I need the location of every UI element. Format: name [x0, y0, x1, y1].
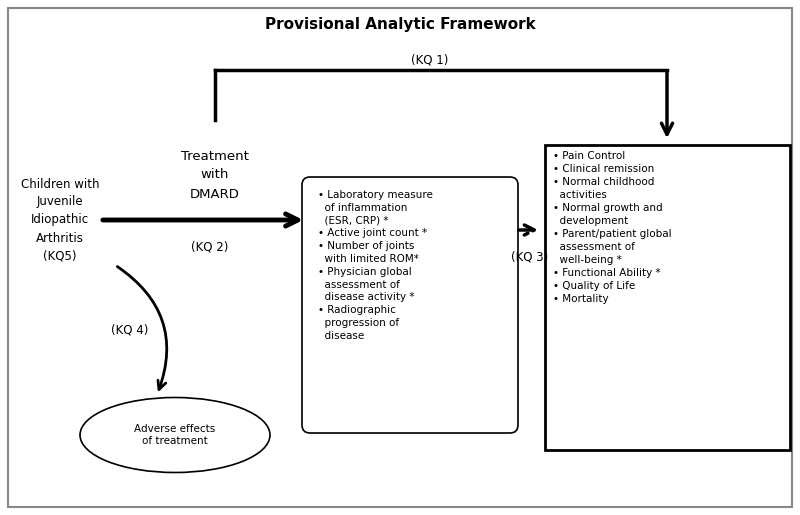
Text: Treatment
with
DMARD: Treatment with DMARD	[181, 149, 249, 200]
Text: • Laboratory measure
  of inflammation
  (ESR, CRP) *
• Active joint count *
• N: • Laboratory measure of inflammation (ES…	[318, 190, 433, 341]
Text: Adverse effects
of treatment: Adverse effects of treatment	[134, 424, 216, 446]
Text: Children with
Juvenile
Idiopathic
Arthritis
(KQ5): Children with Juvenile Idiopathic Arthri…	[21, 178, 99, 263]
FancyBboxPatch shape	[545, 145, 790, 450]
Text: (KQ 4): (KQ 4)	[111, 323, 149, 336]
Text: (KQ 3): (KQ 3)	[511, 250, 549, 264]
FancyBboxPatch shape	[302, 177, 518, 433]
Text: (KQ 2): (KQ 2)	[191, 241, 229, 253]
Text: Provisional Analytic Framework: Provisional Analytic Framework	[265, 17, 535, 32]
Text: • Pain Control
• Clinical remission
• Normal childhood
  activities
• Normal gro: • Pain Control • Clinical remission • No…	[553, 151, 672, 304]
Text: (KQ 1): (KQ 1)	[411, 54, 449, 66]
Ellipse shape	[80, 398, 270, 472]
